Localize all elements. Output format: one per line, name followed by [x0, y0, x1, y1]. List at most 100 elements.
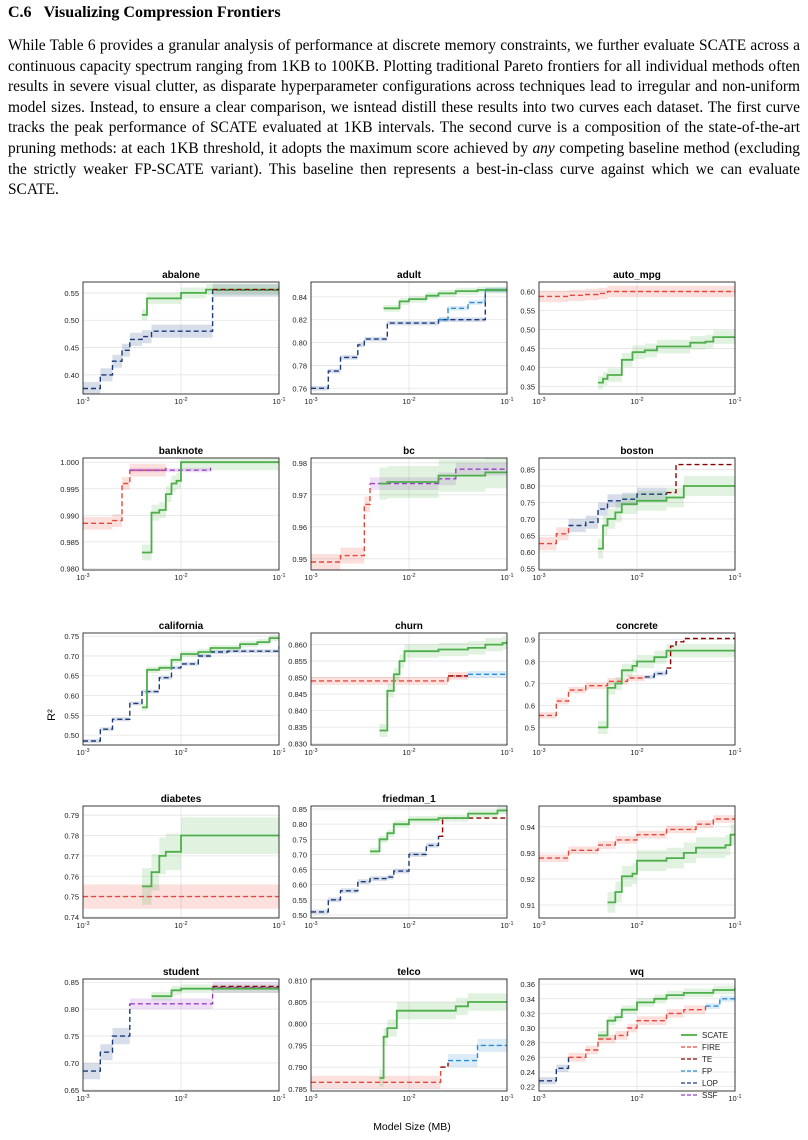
y-tick-label: 0.82 — [292, 316, 307, 325]
series-line-fire — [311, 675, 468, 682]
subplot-bc: bc 0.95 0.96 0.97 0.98 10-3 10-2 10-1 — [292, 446, 513, 582]
y-tick-label: 0.78 — [64, 832, 79, 841]
section-heading: C.6 Visualizing Compression Frontiers — [8, 4, 281, 22]
plot-frame — [538, 805, 736, 919]
plot-marks — [83, 283, 279, 394]
subplot-california: california 0.50 0.55 0.60 0.65 0.70 0.75 10-3 10… — [64, 621, 285, 757]
y-tick-label: 0.50 — [520, 325, 535, 334]
confidence-band-fire — [311, 475, 370, 570]
plot-frame — [310, 805, 508, 919]
x-tick-label: 10-3 — [76, 573, 89, 582]
y-tick-label: 0.810 — [288, 976, 307, 985]
x-tick-label: 10-1 — [500, 397, 513, 406]
y-tick-label: 0.855 — [288, 657, 307, 666]
y-tick-label: 0.85 — [292, 805, 307, 814]
y-tick-label: 0.40 — [64, 371, 79, 380]
x-tick-label: 10-3 — [304, 748, 317, 757]
subplot-title: adult — [397, 270, 422, 281]
series-line-scate — [151, 987, 279, 998]
plot-frame — [82, 632, 280, 746]
x-tick-label: 10-1 — [500, 921, 513, 930]
subplot-wq: wq 0.22 0.24 0.26 0.28 0.30 0.32 0.34 0.36 10-3 10… — [520, 967, 741, 1103]
subplot-title: telco — [397, 967, 420, 978]
y-tick-label: 0.75 — [292, 835, 307, 844]
x-tick-label: 10-2 — [174, 1094, 187, 1103]
x-tick-label: 10-1 — [728, 1094, 741, 1103]
confidence-band-scate — [142, 284, 279, 321]
legend: SCATE FIRE TE FP LOP SSF — [681, 1031, 728, 1100]
legend-label-fire: FIRE — [702, 1043, 720, 1052]
subplot-title: banknote — [159, 446, 204, 457]
plot-frame — [82, 281, 280, 395]
y-tick-label: 0.24 — [520, 1068, 535, 1077]
series-line-lop — [83, 289, 279, 390]
y-tick-label: 0.65 — [292, 866, 307, 875]
x-tick-label: 10-1 — [728, 573, 741, 582]
x-tick-label: 10-2 — [402, 1094, 415, 1103]
confidence-band-scate — [142, 817, 279, 905]
x-tick-label: 10-2 — [174, 748, 187, 757]
y-tick-label: 0.80 — [292, 339, 307, 348]
subplot-title: friedman_1 — [382, 794, 436, 805]
confidence-band-scate — [379, 993, 507, 1087]
series-line-ssf — [129, 467, 212, 471]
y-tick-label: 0.96 — [292, 523, 307, 532]
series-line-te — [440, 1062, 449, 1068]
subplot-title: abalone — [162, 270, 200, 281]
subplot-title: concrete — [616, 621, 658, 632]
x-tick-label: 10-2 — [630, 921, 643, 930]
subplot-boston: boston 0.55 0.60 0.65 0.70 0.75 0.80 0.85 10-3 10… — [520, 446, 741, 582]
subplot-concrete: concrete 0.5 0.6 0.7 0.8 0.9 10-3 10-2 10-1 — [525, 621, 742, 757]
x-tick-label: 10-2 — [630, 397, 643, 406]
series-line-scate — [598, 336, 735, 384]
series-line-fire — [311, 483, 371, 563]
series-line-scate — [142, 834, 279, 888]
y-tick-label: 0.55 — [292, 896, 307, 905]
x-tick-label: 10-3 — [76, 397, 89, 406]
y-tick-label: 0.995 — [60, 485, 79, 494]
series-line-scate — [142, 637, 279, 709]
y-tick-label: 0.76 — [64, 872, 79, 881]
y-tick-label: 0.8 — [525, 658, 535, 667]
y-tick-label: 0.65 — [520, 531, 535, 540]
y-tick-label: 0.84 — [292, 293, 307, 302]
x-tick-label: 10-1 — [728, 921, 741, 930]
series-line-scate — [142, 288, 279, 316]
legend-label-te: TE — [702, 1055, 712, 1064]
y-tick-label: 0.70 — [64, 1059, 79, 1068]
y-tick-label: 0.55 — [64, 711, 79, 720]
y-tick-label: 0.985 — [60, 538, 79, 547]
y-tick-label: 0.5 — [525, 723, 535, 732]
x-tick-label: 10-2 — [630, 573, 643, 582]
y-tick-label: 0.26 — [520, 1053, 535, 1062]
y-tick-label: 0.55 — [520, 564, 535, 573]
x-tick-label: 10-3 — [76, 748, 89, 757]
series-line-lop — [83, 1003, 131, 1072]
y-tick-label: 0.80 — [520, 482, 535, 491]
series-line-scate — [383, 288, 507, 310]
y-tick-label: 0.50 — [64, 731, 79, 740]
y-tick-label: 0.95 — [292, 555, 307, 564]
plot-frame — [82, 978, 280, 1092]
series-line-fire — [539, 676, 646, 717]
plot-marks — [311, 993, 507, 1089]
y-tick-label: 0.7 — [525, 680, 535, 689]
legend-label-lop: LOP — [702, 1079, 718, 1088]
y-tick-label: 0.60 — [64, 692, 79, 701]
subplot-title: spambase — [613, 794, 662, 805]
subplot-banknote: banknote 0.980 0.985 0.990 0.995 1.000 10-3 10-… — [60, 446, 285, 582]
x-tick-label: 10-3 — [532, 1094, 545, 1103]
y-tick-label: 0.65 — [64, 672, 79, 681]
plot-marks — [539, 637, 735, 734]
series-line-fire — [568, 1006, 707, 1058]
x-tick-label: 10-1 — [500, 573, 513, 582]
plot-frame — [82, 457, 280, 571]
subplot-title: bc — [403, 446, 415, 457]
y-tick-label: 0.45 — [520, 344, 535, 353]
plot-marks — [539, 463, 735, 559]
x-tick-label: 10-2 — [174, 573, 187, 582]
x-tick-label: 10-3 — [532, 748, 545, 757]
plot-frame — [538, 978, 736, 1092]
x-tick-label: 10-2 — [630, 1094, 643, 1103]
series-line-fire — [311, 1067, 442, 1083]
